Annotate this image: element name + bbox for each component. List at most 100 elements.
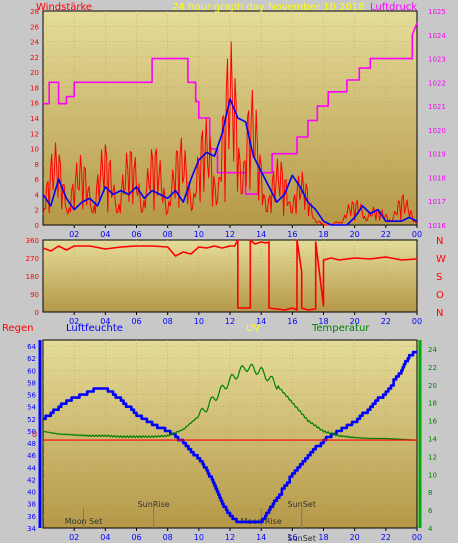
luftfeuchte-tick: 64 <box>27 343 36 351</box>
luftfeuchte-tick: 48 <box>27 440 36 448</box>
x-tick-label: 04 <box>100 317 110 326</box>
temperatur-axis-ticks: 4 6 8 10 12 14 16 18 20 22 24 <box>428 346 437 533</box>
x-tick-label: 08 <box>163 230 173 239</box>
direction-compass-tick: S <box>436 272 442 283</box>
chart-title: 24 hour graph day November 10 2018 <box>172 2 365 13</box>
luftfeuchte-tick: 56 <box>27 392 36 400</box>
x-tick-label: 00 <box>412 533 422 542</box>
x-tick-label: 06 <box>131 533 141 542</box>
direction-compass-tick: W <box>436 254 446 265</box>
humidity-line <box>43 350 418 524</box>
x-tick-label: 22 <box>381 230 391 239</box>
luftdruck-tick: 1021 <box>428 103 446 111</box>
luftdruck-tick: 1025 <box>428 8 446 16</box>
sun-moon-marker-label: SunRise <box>138 500 170 509</box>
direction-compass-tick: N <box>436 308 443 319</box>
sun-moon-marker-label: SunSet <box>288 534 316 543</box>
direction-compass-tick: N <box>436 236 443 247</box>
x-tick-label: 12 <box>225 230 235 239</box>
windstaerke-tick: 28 <box>30 8 39 16</box>
temperatur-tick: 20 <box>428 382 437 390</box>
windstaerke-tick: 26 <box>30 23 39 31</box>
direction-compass-tick: O <box>436 290 444 301</box>
luftdruck-tick: 1018 <box>428 174 446 182</box>
wind-direction-series <box>42 239 418 311</box>
x-tick-label: 08 <box>163 533 173 542</box>
luftfeuchte-label: Luftfeuchte <box>66 323 123 334</box>
temperatur-tick: 6 <box>428 507 433 515</box>
windstaerke-tick: 2 <box>35 207 39 215</box>
luftfeuchte-tick: 50 <box>27 428 36 436</box>
wind-direction-degree-ticks: 0 90 180 270 360 <box>26 237 39 317</box>
temperatur-tick: 12 <box>428 453 437 461</box>
temperatur-tick: 16 <box>428 418 437 426</box>
x-tick-label: 22 <box>381 533 391 542</box>
windstaerke-tick: 10 <box>30 146 39 154</box>
regen-label: Regen <box>2 323 34 334</box>
wind-pressure-series <box>42 22 418 226</box>
x-tick-label: 10 <box>194 230 204 239</box>
luftfeuchte-tick: 46 <box>27 452 36 460</box>
temperatur-tick: 8 <box>428 489 432 497</box>
humidity-temperature-x-ticks: 02 04 06 08 10 12 14 16 18 20 22 00 <box>69 528 422 542</box>
luftfeuchte-tick: 60 <box>27 367 36 375</box>
luftdruck-axis-ticks: 1016 1017 1018 1019 1020 1021 1022 1023 1024 1025 <box>428 8 446 230</box>
x-tick-label: 10 <box>194 533 204 542</box>
luftdruck-label: Luftdruck <box>370 2 417 13</box>
windstaerke-tick: 8 <box>35 161 39 169</box>
sun-moon-marker-label: SunSet <box>288 500 316 509</box>
x-tick-label: 14 <box>256 230 266 239</box>
wind-pressure-x-ticks: 02 04 06 08 10 12 14 16 18 20 22 00 <box>69 225 422 239</box>
luftdruck-tick: 1023 <box>428 56 446 64</box>
luftdruck-tick: 1017 <box>428 198 446 206</box>
wind-direction-line <box>42 239 418 311</box>
luftfeuchte-tick: 62 <box>27 355 36 363</box>
uv-label: UV <box>246 323 260 334</box>
windstaerke-tick: 12 <box>30 130 39 138</box>
temperatur-tick: 10 <box>428 471 437 479</box>
luftfeuchte-tick: 58 <box>27 379 36 387</box>
x-tick-label: 20 <box>350 230 360 239</box>
temperatur-tick: 14 <box>428 435 437 443</box>
wind-direction-x-ticks: 02 04 06 08 10 12 14 16 18 20 22 00 <box>69 312 422 326</box>
x-tick-label: 12 <box>225 533 235 542</box>
luftdruck-tick: 1024 <box>428 32 446 40</box>
x-tick-label: 14 <box>256 317 266 326</box>
x-tick-label: 10 <box>194 317 204 326</box>
x-tick-label: 16 <box>287 230 297 239</box>
direction-degree-tick: 0 <box>35 309 39 317</box>
x-tick-label: 08 <box>163 317 173 326</box>
luftfeuchte-tick: 52 <box>27 416 36 424</box>
windstaerke-tick: 4 <box>35 191 40 199</box>
windstaerke-tick: 18 <box>30 84 39 92</box>
luftfeuchte-tick: 38 <box>27 501 36 509</box>
humidity-temperature-series <box>42 350 418 524</box>
windstaerke-tick: 22 <box>30 54 39 62</box>
temperatur-tick: 22 <box>428 364 437 372</box>
x-tick-label: 18 <box>318 230 328 239</box>
x-tick-label: 16 <box>287 533 297 542</box>
windstaerke-tick: 0 <box>35 222 39 230</box>
direction-degree-tick: 270 <box>26 255 39 263</box>
luftfeuchte-tick: 42 <box>27 476 36 484</box>
temperatur-tick: 24 <box>428 346 437 354</box>
x-tick-label: 02 <box>69 230 79 239</box>
luftfeuchte-tick: 36 <box>27 513 36 521</box>
x-tick-label: 00 <box>412 317 422 326</box>
x-tick-label: 20 <box>350 533 360 542</box>
temperatur-label: Temperatur <box>311 323 370 334</box>
luftfeuchte-tick: 34 <box>27 525 36 533</box>
rain-zero-tick: 0 <box>32 430 37 439</box>
direction-degree-tick: 90 <box>30 291 39 299</box>
x-tick-label: 06 <box>131 230 141 239</box>
x-tick-label: 20 <box>350 317 360 326</box>
luftdruck-tick: 1016 <box>428 222 446 230</box>
x-tick-label: 18 <box>318 533 328 542</box>
wind-gust-line <box>42 41 418 226</box>
luftfeuchte-tick: 40 <box>27 489 36 497</box>
wind-speed-line <box>42 98 418 226</box>
x-tick-label: 02 <box>69 533 79 542</box>
luftdruck-tick: 1020 <box>428 127 446 135</box>
